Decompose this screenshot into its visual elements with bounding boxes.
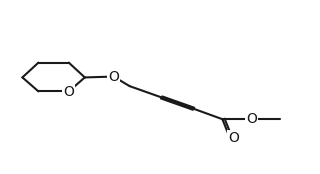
Text: O: O: [246, 112, 257, 126]
Text: O: O: [63, 85, 74, 99]
Text: O: O: [228, 131, 239, 145]
Text: O: O: [108, 70, 119, 84]
